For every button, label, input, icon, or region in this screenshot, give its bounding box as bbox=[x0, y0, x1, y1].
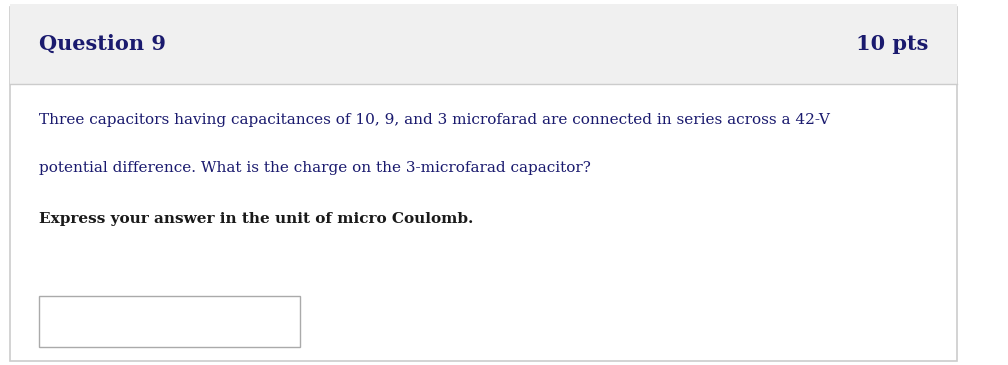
Text: potential difference. What is the charge on the 3-microfarad capacitor?: potential difference. What is the charge… bbox=[38, 161, 591, 175]
Text: Question 9: Question 9 bbox=[38, 34, 165, 54]
Text: Three capacitors having capacitances of 10, 9, and 3 microfarad are connected in: Three capacitors having capacitances of … bbox=[38, 114, 830, 127]
FancyBboxPatch shape bbox=[10, 7, 958, 361]
Text: 10 pts: 10 pts bbox=[856, 34, 928, 54]
FancyBboxPatch shape bbox=[38, 296, 299, 347]
Text: Express your answer in the unit of micro Coulomb.: Express your answer in the unit of micro… bbox=[38, 212, 473, 226]
FancyBboxPatch shape bbox=[10, 4, 958, 84]
